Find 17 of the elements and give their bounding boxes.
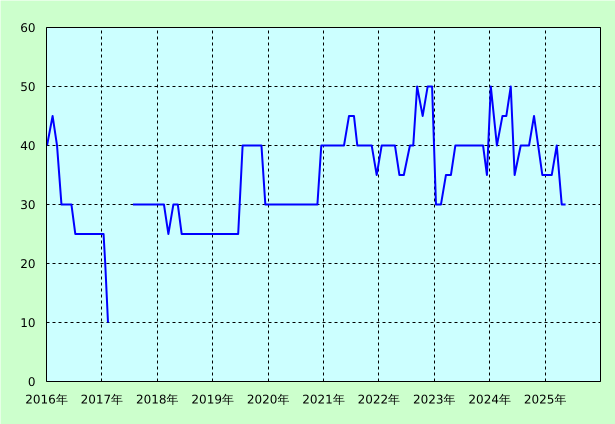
y-tick-label: 60 xyxy=(20,21,36,35)
y-tick-label: 50 xyxy=(20,80,36,94)
y-tick-label: 20 xyxy=(20,257,36,271)
y-tick-label: 30 xyxy=(20,198,36,212)
x-tick-label: 2021年 xyxy=(302,392,345,406)
x-tick-label: 2022年 xyxy=(358,392,400,406)
x-tick-label: 2020年 xyxy=(246,392,290,406)
x-tick-label: 2025年 xyxy=(524,392,566,406)
y-tick-label: 0 xyxy=(28,375,36,389)
y-tick-label: 10 xyxy=(20,316,36,330)
y-tick-label: 40 xyxy=(20,139,36,153)
x-tick-label: 2024年 xyxy=(468,392,511,406)
x-tick-label: 2019年 xyxy=(191,392,234,406)
x-tick-label: 2018年 xyxy=(136,392,179,406)
x-tick-label: 2016年 xyxy=(25,392,68,406)
x-tick-label: 2017年 xyxy=(80,392,124,406)
x-tick-label: 2023年 xyxy=(413,392,456,406)
